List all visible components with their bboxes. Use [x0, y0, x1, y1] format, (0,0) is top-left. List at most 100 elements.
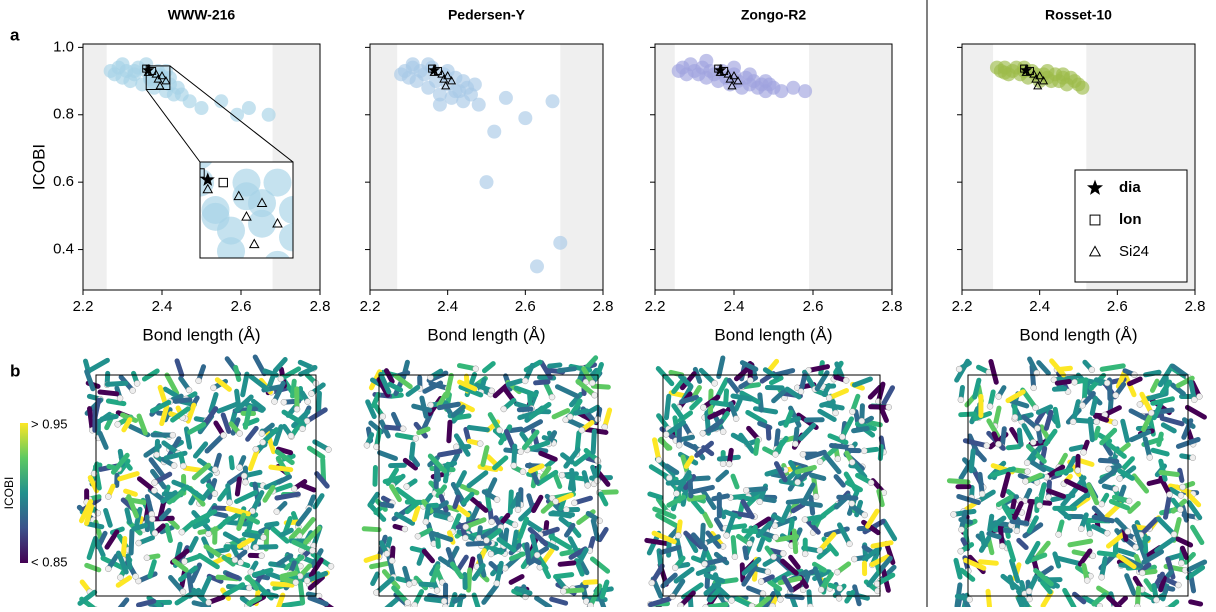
atom	[563, 507, 569, 513]
atom	[130, 388, 136, 394]
atom	[477, 441, 483, 447]
atom	[259, 553, 265, 559]
atom	[851, 556, 857, 562]
bond	[366, 556, 379, 560]
atom	[170, 432, 176, 438]
atom	[743, 487, 749, 493]
bond	[1092, 398, 1095, 413]
point	[699, 54, 713, 68]
atom	[1117, 476, 1123, 482]
atom	[1014, 528, 1020, 534]
bond	[1161, 472, 1177, 474]
atom	[181, 558, 187, 564]
point	[406, 57, 420, 71]
bond	[201, 578, 209, 596]
bond	[271, 467, 291, 470]
bond	[593, 386, 608, 387]
bond	[385, 598, 398, 607]
atom	[325, 447, 331, 453]
atom	[1075, 467, 1081, 473]
bond	[1019, 540, 1026, 547]
bond	[102, 416, 116, 419]
atom	[732, 554, 738, 560]
bond	[127, 510, 130, 522]
bond	[107, 383, 126, 384]
atom	[1180, 484, 1186, 490]
bond	[469, 473, 486, 486]
bond	[600, 529, 606, 539]
bond	[421, 584, 434, 585]
atom	[1177, 507, 1183, 513]
bond	[739, 497, 753, 499]
bond	[725, 512, 735, 516]
atom	[305, 399, 311, 405]
bond	[1187, 407, 1204, 417]
bond	[488, 480, 495, 495]
bond	[120, 474, 137, 479]
bond	[647, 540, 668, 543]
colorbar-max: > 0.95	[31, 416, 68, 431]
x-tick-label: 2.8	[882, 298, 903, 315]
bond	[788, 501, 802, 503]
atom	[1034, 425, 1040, 431]
atom	[1126, 498, 1132, 504]
point	[798, 84, 812, 98]
bond	[554, 411, 568, 417]
bond	[108, 401, 123, 404]
atom	[1178, 560, 1184, 566]
atom	[656, 457, 662, 463]
atom	[115, 421, 121, 427]
atom	[149, 516, 155, 522]
atom	[489, 388, 495, 394]
atom	[579, 427, 585, 433]
bond	[576, 411, 587, 413]
atom	[597, 518, 603, 524]
colorbar-min: < 0.85	[31, 554, 68, 569]
atom	[874, 581, 880, 587]
x-tick-label: 2.8	[310, 298, 331, 315]
atom	[839, 434, 845, 440]
bond	[424, 551, 432, 560]
atom	[958, 527, 964, 533]
atom	[747, 541, 753, 547]
bond	[237, 479, 239, 494]
atom	[875, 399, 881, 405]
bond	[511, 429, 521, 430]
bond	[236, 367, 239, 379]
atom	[221, 432, 227, 438]
chart-title: WWW-216	[168, 7, 236, 23]
atom	[800, 451, 806, 457]
atom	[678, 603, 684, 607]
atom	[534, 552, 540, 558]
atom	[496, 427, 502, 433]
atom	[1026, 588, 1032, 594]
bond	[277, 494, 298, 498]
bond	[483, 448, 487, 465]
atom	[594, 457, 600, 463]
bond	[1019, 430, 1020, 444]
atom	[720, 461, 726, 467]
atom	[522, 378, 528, 384]
legend-label: lon	[1119, 211, 1142, 228]
atom	[1147, 454, 1153, 460]
bond	[956, 560, 960, 577]
atom	[1094, 419, 1100, 425]
bond	[1178, 539, 1191, 545]
atom	[1099, 574, 1105, 580]
point	[1075, 81, 1089, 95]
atom	[798, 388, 804, 394]
atom	[672, 565, 678, 571]
bond	[770, 361, 777, 369]
bond	[537, 598, 550, 607]
atom	[1024, 468, 1030, 474]
bond	[469, 570, 470, 590]
atom	[802, 551, 808, 557]
bond	[474, 595, 479, 607]
atom	[571, 500, 577, 506]
point	[1056, 67, 1070, 81]
bond	[748, 412, 765, 422]
bond	[854, 429, 868, 431]
bond	[1131, 411, 1146, 419]
bond	[519, 409, 531, 410]
